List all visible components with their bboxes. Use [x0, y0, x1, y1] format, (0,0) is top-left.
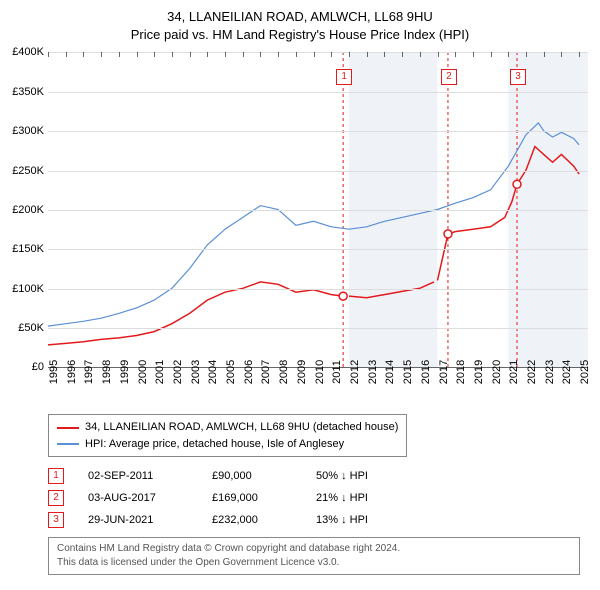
x-tick-label: 1999: [119, 360, 131, 384]
sale-price: £169,000: [212, 492, 292, 504]
x-tick-label: 2015: [402, 360, 414, 384]
x-tick-label: 2025: [579, 360, 591, 384]
y-tick-label: £350K: [12, 86, 48, 98]
sale-date: 03-AUG-2017: [88, 492, 188, 504]
sale-diff: 21% ↓ HPI: [316, 492, 406, 504]
x-tick-label: 2013: [367, 360, 379, 384]
sale-date: 29-JUN-2021: [88, 514, 188, 526]
y-tick-label: £200K: [12, 204, 48, 216]
sale-diff: 13% ↓ HPI: [316, 514, 406, 526]
x-tick-label: 2020: [491, 360, 503, 384]
x-tick-label: 2010: [314, 360, 326, 384]
x-tick-label: 2019: [473, 360, 485, 384]
sale-row-marker: 3: [48, 512, 64, 528]
x-tick-label: 2006: [243, 360, 255, 384]
title-line-1: 34, LLANEILIAN ROAD, AMLWCH, LL68 9HU: [0, 8, 600, 26]
x-tick-label: 2024: [561, 360, 573, 384]
x-tick-label: 2022: [526, 360, 538, 384]
legend-item: HPI: Average price, detached house, Isle…: [57, 436, 398, 453]
x-tick-label: 1996: [66, 360, 78, 384]
x-tick-label: 2017: [438, 360, 450, 384]
legend: 34, LLANEILIAN ROAD, AMLWCH, LL68 9HU (d…: [48, 414, 407, 457]
footer-line-2: This data is licensed under the Open Gov…: [57, 556, 571, 570]
x-tick-label: 2009: [296, 360, 308, 384]
sale-row: 3 29-JUN-2021 £232,000 13% ↓ HPI: [48, 509, 580, 531]
x-tick-label: 1995: [48, 360, 60, 384]
x-tick-label: 2023: [544, 360, 556, 384]
x-tick-label: 2021: [508, 360, 520, 384]
y-tick-label: £150K: [12, 243, 48, 255]
x-tick-label: 2018: [455, 360, 467, 384]
y-tick-label: £250K: [12, 165, 48, 177]
sale-marker-2: 2: [441, 69, 457, 85]
legend-label: 34, LLANEILIAN ROAD, AMLWCH, LL68 9HU (d…: [85, 419, 398, 436]
x-tick-label: 2008: [278, 360, 290, 384]
sale-row: 2 03-AUG-2017 £169,000 21% ↓ HPI: [48, 487, 580, 509]
x-tick-label: 1997: [83, 360, 95, 384]
footer-line-1: Contains HM Land Registry data © Crown c…: [57, 542, 571, 556]
x-tick-label: 2012: [349, 360, 361, 384]
x-tick-label: 2011: [331, 361, 343, 385]
legend-item: 34, LLANEILIAN ROAD, AMLWCH, LL68 9HU (d…: [57, 419, 398, 436]
x-tick-label: 2002: [172, 360, 184, 384]
sale-row-marker: 2: [48, 490, 64, 506]
sale-price: £232,000: [212, 514, 292, 526]
sale-price: £90,000: [212, 470, 292, 482]
y-tick-label: £100K: [12, 283, 48, 295]
x-tick-label: 2007: [260, 360, 272, 384]
legend-swatch: [57, 427, 79, 429]
y-tick-label: £300K: [12, 125, 48, 137]
x-tick-label: 2004: [207, 360, 219, 384]
x-tick-label: 2005: [225, 360, 237, 384]
sales-table: 1 02-SEP-2011 £90,000 50% ↓ HPI 2 03-AUG-2017…: [48, 465, 580, 531]
legend-label: HPI: Average price, detached house, Isle…: [85, 436, 344, 453]
sale-diff: 50% ↓ HPI: [316, 470, 406, 482]
x-tick-label: 2003: [190, 360, 202, 384]
x-tick-label: 2001: [154, 360, 166, 384]
sale-row-marker: 1: [48, 468, 64, 484]
footer-attribution: Contains HM Land Registry data © Crown c…: [48, 537, 580, 575]
sale-marker-1: 1: [336, 69, 352, 85]
sale-date: 02-SEP-2011: [88, 470, 188, 482]
sale-row: 1 02-SEP-2011 £90,000 50% ↓ HPI: [48, 465, 580, 487]
chart-plot-area: £0£50K£100K£150K£200K£250K£300K£350K£400…: [48, 52, 588, 368]
x-tick-label: 2014: [384, 360, 396, 384]
x-axis-labels: 1995199619971998199920002001200220032004…: [48, 368, 588, 408]
y-tick-label: £400K: [12, 46, 48, 58]
x-tick-label: 2016: [420, 360, 432, 384]
x-tick-label: 1998: [101, 360, 113, 384]
legend-swatch: [57, 443, 79, 445]
x-tick-label: 2000: [137, 360, 149, 384]
chart-title: 34, LLANEILIAN ROAD, AMLWCH, LL68 9HU Pr…: [0, 0, 600, 44]
sale-marker-3: 3: [510, 69, 526, 85]
y-tick-label: £50K: [18, 322, 48, 334]
title-line-2: Price paid vs. HM Land Registry's House …: [0, 26, 600, 44]
y-tick-label: £0: [32, 361, 48, 373]
